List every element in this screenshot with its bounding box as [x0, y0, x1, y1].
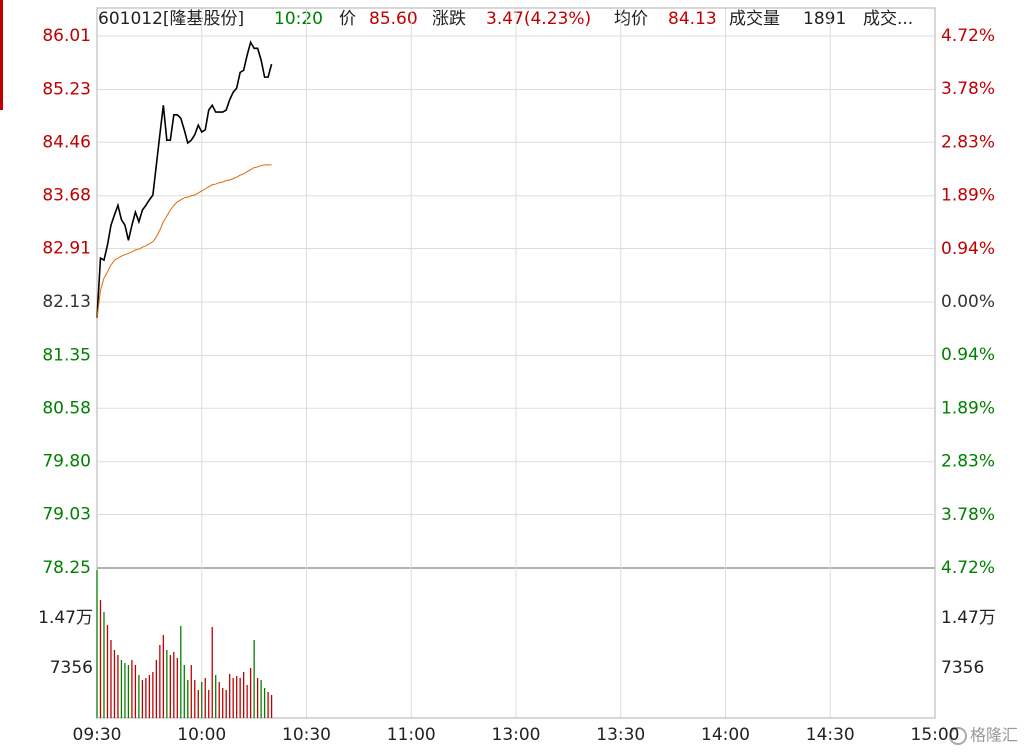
- price-label: 价: [339, 9, 356, 29]
- x-tick-label: 10:30: [282, 725, 331, 745]
- y-tick-label: 81.35: [42, 345, 91, 365]
- avg-label: 均价: [614, 9, 648, 29]
- y2-tick-label: 3.78%: [941, 79, 995, 99]
- stock-code: 601012[隆基股份]: [98, 9, 244, 29]
- y-tick-label: 78.25: [42, 558, 91, 578]
- x-tick-label: 13:00: [492, 725, 541, 745]
- y-tick-label: 86.01: [42, 26, 91, 46]
- x-tick-label: 09:30: [73, 725, 122, 745]
- volume-tick-label: 1.47万: [941, 608, 996, 628]
- watermark: 格隆汇: [970, 726, 1018, 745]
- volume-tick-label: 7356: [50, 658, 93, 678]
- more: 成交...: [863, 9, 913, 29]
- x-tick-label: 13:30: [596, 725, 645, 745]
- x-tick-label: 15:00: [911, 725, 960, 745]
- y2-tick-label: 3.78%: [941, 505, 995, 525]
- y2-tick-label: 1.89%: [941, 185, 995, 205]
- y2-tick-label: 4.72%: [941, 26, 995, 46]
- y2-tick-label: 1.89%: [941, 399, 995, 419]
- y-tick-label: 82.13: [42, 292, 91, 312]
- x-tick-label: 14:00: [701, 725, 750, 745]
- watermark-logo: [949, 727, 967, 745]
- side-marker: [0, 0, 3, 110]
- y-tick-label: 80.58: [42, 398, 91, 418]
- vol: 1891: [803, 9, 846, 29]
- y2-tick-label: 4.72%: [941, 558, 995, 578]
- price: 85.60: [369, 9, 418, 29]
- y2-tick-label: 2.83%: [941, 133, 995, 153]
- x-tick-label: 11:00: [387, 725, 436, 745]
- y-tick-label: 84.46: [42, 132, 91, 152]
- y-tick-label: 82.91: [42, 239, 91, 259]
- y-tick-label: 85.23: [42, 79, 91, 99]
- price-line: [96, 40, 273, 318]
- volume-tick-label: 1.47万: [38, 608, 93, 628]
- y-tick-label: 79.03: [42, 505, 91, 525]
- y2-tick-label: 0.94%: [941, 345, 995, 365]
- vol-label: 成交量: [729, 9, 780, 29]
- y-tick-label: 79.80: [42, 452, 91, 472]
- x-tick-label: 10:00: [177, 725, 226, 745]
- plot-frame: [96, 7, 936, 719]
- y2-tick-label: 0.94%: [941, 239, 995, 259]
- y2-tick-label: 0.00%: [941, 292, 995, 312]
- change-label: 涨跌: [432, 9, 466, 29]
- x-tick-label: 14:30: [806, 725, 855, 745]
- change: 3.47(4.23%): [486, 9, 591, 29]
- y-tick-label: 83.68: [42, 186, 91, 206]
- volume-tick-label: 7356: [941, 658, 984, 678]
- price-line: [96, 164, 272, 318]
- header-time: 10:20: [274, 9, 323, 29]
- avg: 84.13: [668, 9, 717, 29]
- y2-tick-label: 2.83%: [941, 451, 995, 471]
